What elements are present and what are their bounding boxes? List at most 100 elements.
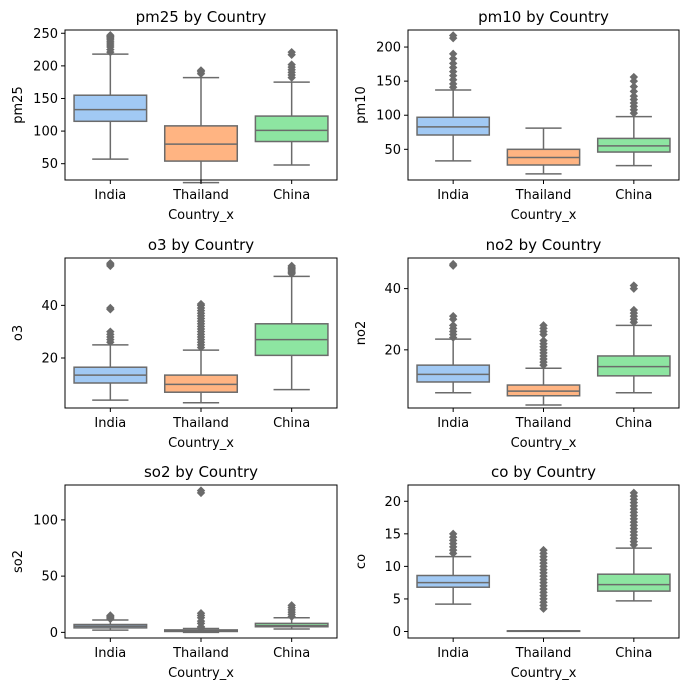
y-axis-label: no2: [354, 321, 369, 345]
x-tick-label: India: [437, 646, 469, 661]
y-tick-label: 40: [41, 299, 58, 314]
y-tick-label: 5: [393, 592, 401, 607]
y-tick-label: 20: [384, 343, 401, 358]
outlier-point: [539, 321, 548, 330]
x-tick-label: India: [437, 416, 469, 431]
box-thailand: [163, 66, 239, 184]
outlier-point: [448, 321, 458, 330]
outlier-point: [539, 545, 548, 555]
outlier-point: [106, 31, 115, 40]
box-china: [596, 488, 671, 602]
x-tick-label: China: [273, 416, 310, 431]
x-tick-label: India: [94, 646, 126, 661]
outlier-point: [287, 601, 296, 610]
x-axis-label: Country_x: [168, 208, 234, 223]
subplot-title: so2 by Country: [144, 463, 258, 481]
subplot-title: no2 by Country: [486, 236, 602, 254]
outlier-point: [448, 529, 458, 539]
box-china: [596, 281, 671, 394]
x-tick-label: India: [94, 416, 126, 431]
outlier-point: [629, 305, 639, 315]
outlier-point: [196, 299, 206, 309]
subplot-5: 0 50 100 India Thailand China Country_x so2 so2 …: [11, 463, 338, 681]
x-tick-label: Thailand: [515, 416, 572, 431]
y-tick-label: 100: [33, 513, 58, 528]
y-tick-label: 15: [384, 527, 401, 542]
subplot-3: 20 40 India Thailand China Country_x o3 o3 by C…: [11, 236, 338, 451]
subplot-1: 50 100 150 200 250 India Thailand China Country_…: [11, 8, 338, 223]
y-axis-label: o3: [11, 325, 26, 341]
subplot-title: co by Country: [491, 463, 596, 481]
subplot-4: 20 40 India Thailand China Country_x no2 no2 by…: [354, 236, 680, 451]
box-india: [416, 529, 491, 605]
outlier-point: [539, 336, 548, 345]
y-tick-label: 0: [50, 626, 58, 641]
y-tick-label: 20: [41, 352, 58, 367]
y-tick-label: 50: [41, 157, 58, 172]
box-india: [416, 31, 491, 162]
box-iqr: [506, 384, 581, 397]
outlier-point: [629, 82, 639, 91]
subplot-title: pm10 by Country: [478, 8, 609, 26]
x-tick-label: India: [94, 188, 126, 203]
box-india: [416, 259, 491, 394]
box-thailand: [506, 321, 581, 406]
y-tick-label: 10: [384, 560, 401, 575]
outlier-point: [287, 47, 296, 57]
y-tick-label: 250: [33, 27, 58, 42]
outlier-point: [629, 87, 639, 96]
x-axis-label: Country_x: [511, 436, 577, 451]
y-tick-label: 0: [393, 625, 401, 640]
outlier-point: [196, 486, 206, 495]
outlier-point: [448, 54, 458, 63]
y-tick-label: 200: [376, 41, 401, 56]
outlier-point: [448, 31, 458, 40]
box-india: [73, 611, 148, 631]
box-iqr: [596, 573, 671, 592]
box-thailand: [163, 486, 239, 634]
y-axis-label: pm25: [11, 86, 26, 123]
outlier-point: [448, 59, 458, 68]
box-iqr: [416, 364, 491, 383]
box-iqr: [254, 115, 329, 143]
subplot-6: 0 5 10 15 20 India Thailand China Country_x co co …: [354, 463, 680, 681]
y-tick-label: 100: [33, 125, 58, 140]
box-china: [254, 261, 329, 391]
box-china: [254, 601, 329, 630]
x-axis-label: Country_x: [511, 666, 577, 681]
y-tick-label: 50: [384, 143, 401, 158]
subplot-title: o3 by Country: [148, 236, 254, 254]
x-tick-label: China: [615, 416, 652, 431]
box-thailand: [506, 127, 581, 175]
y-tick-label: 150: [33, 92, 58, 107]
x-tick-label: Thailand: [515, 188, 572, 203]
x-axis-label: Country_x: [511, 208, 577, 223]
x-tick-label: Thailand: [515, 646, 572, 661]
x-tick-label: China: [615, 646, 652, 661]
box-thailand: [506, 545, 581, 633]
box-thailand: [163, 299, 239, 404]
y-tick-label: 20: [384, 495, 401, 510]
y-axis-label: co: [354, 554, 369, 569]
x-tick-label: Thailand: [172, 416, 229, 431]
outlier-point: [448, 311, 458, 321]
box-iqr: [416, 574, 491, 588]
x-tick-label: India: [437, 188, 469, 203]
x-tick-label: Thailand: [172, 646, 229, 661]
y-tick-label: 100: [376, 109, 401, 124]
box-iqr: [596, 355, 671, 377]
outlier-point: [448, 49, 458, 59]
box-china: [596, 72, 671, 167]
outlier-point: [106, 259, 115, 268]
outlier-point: [196, 66, 206, 75]
y-axis-label: pm10: [354, 86, 369, 123]
outlier-point: [629, 488, 639, 498]
outlier-point: [629, 281, 639, 290]
box-india: [73, 31, 148, 160]
y-tick-label: 200: [33, 59, 58, 74]
outlier-point: [287, 261, 296, 271]
box-india: [73, 259, 148, 401]
subplot-title: pm25 by Country: [136, 8, 267, 26]
y-tick-label: 50: [41, 570, 58, 585]
